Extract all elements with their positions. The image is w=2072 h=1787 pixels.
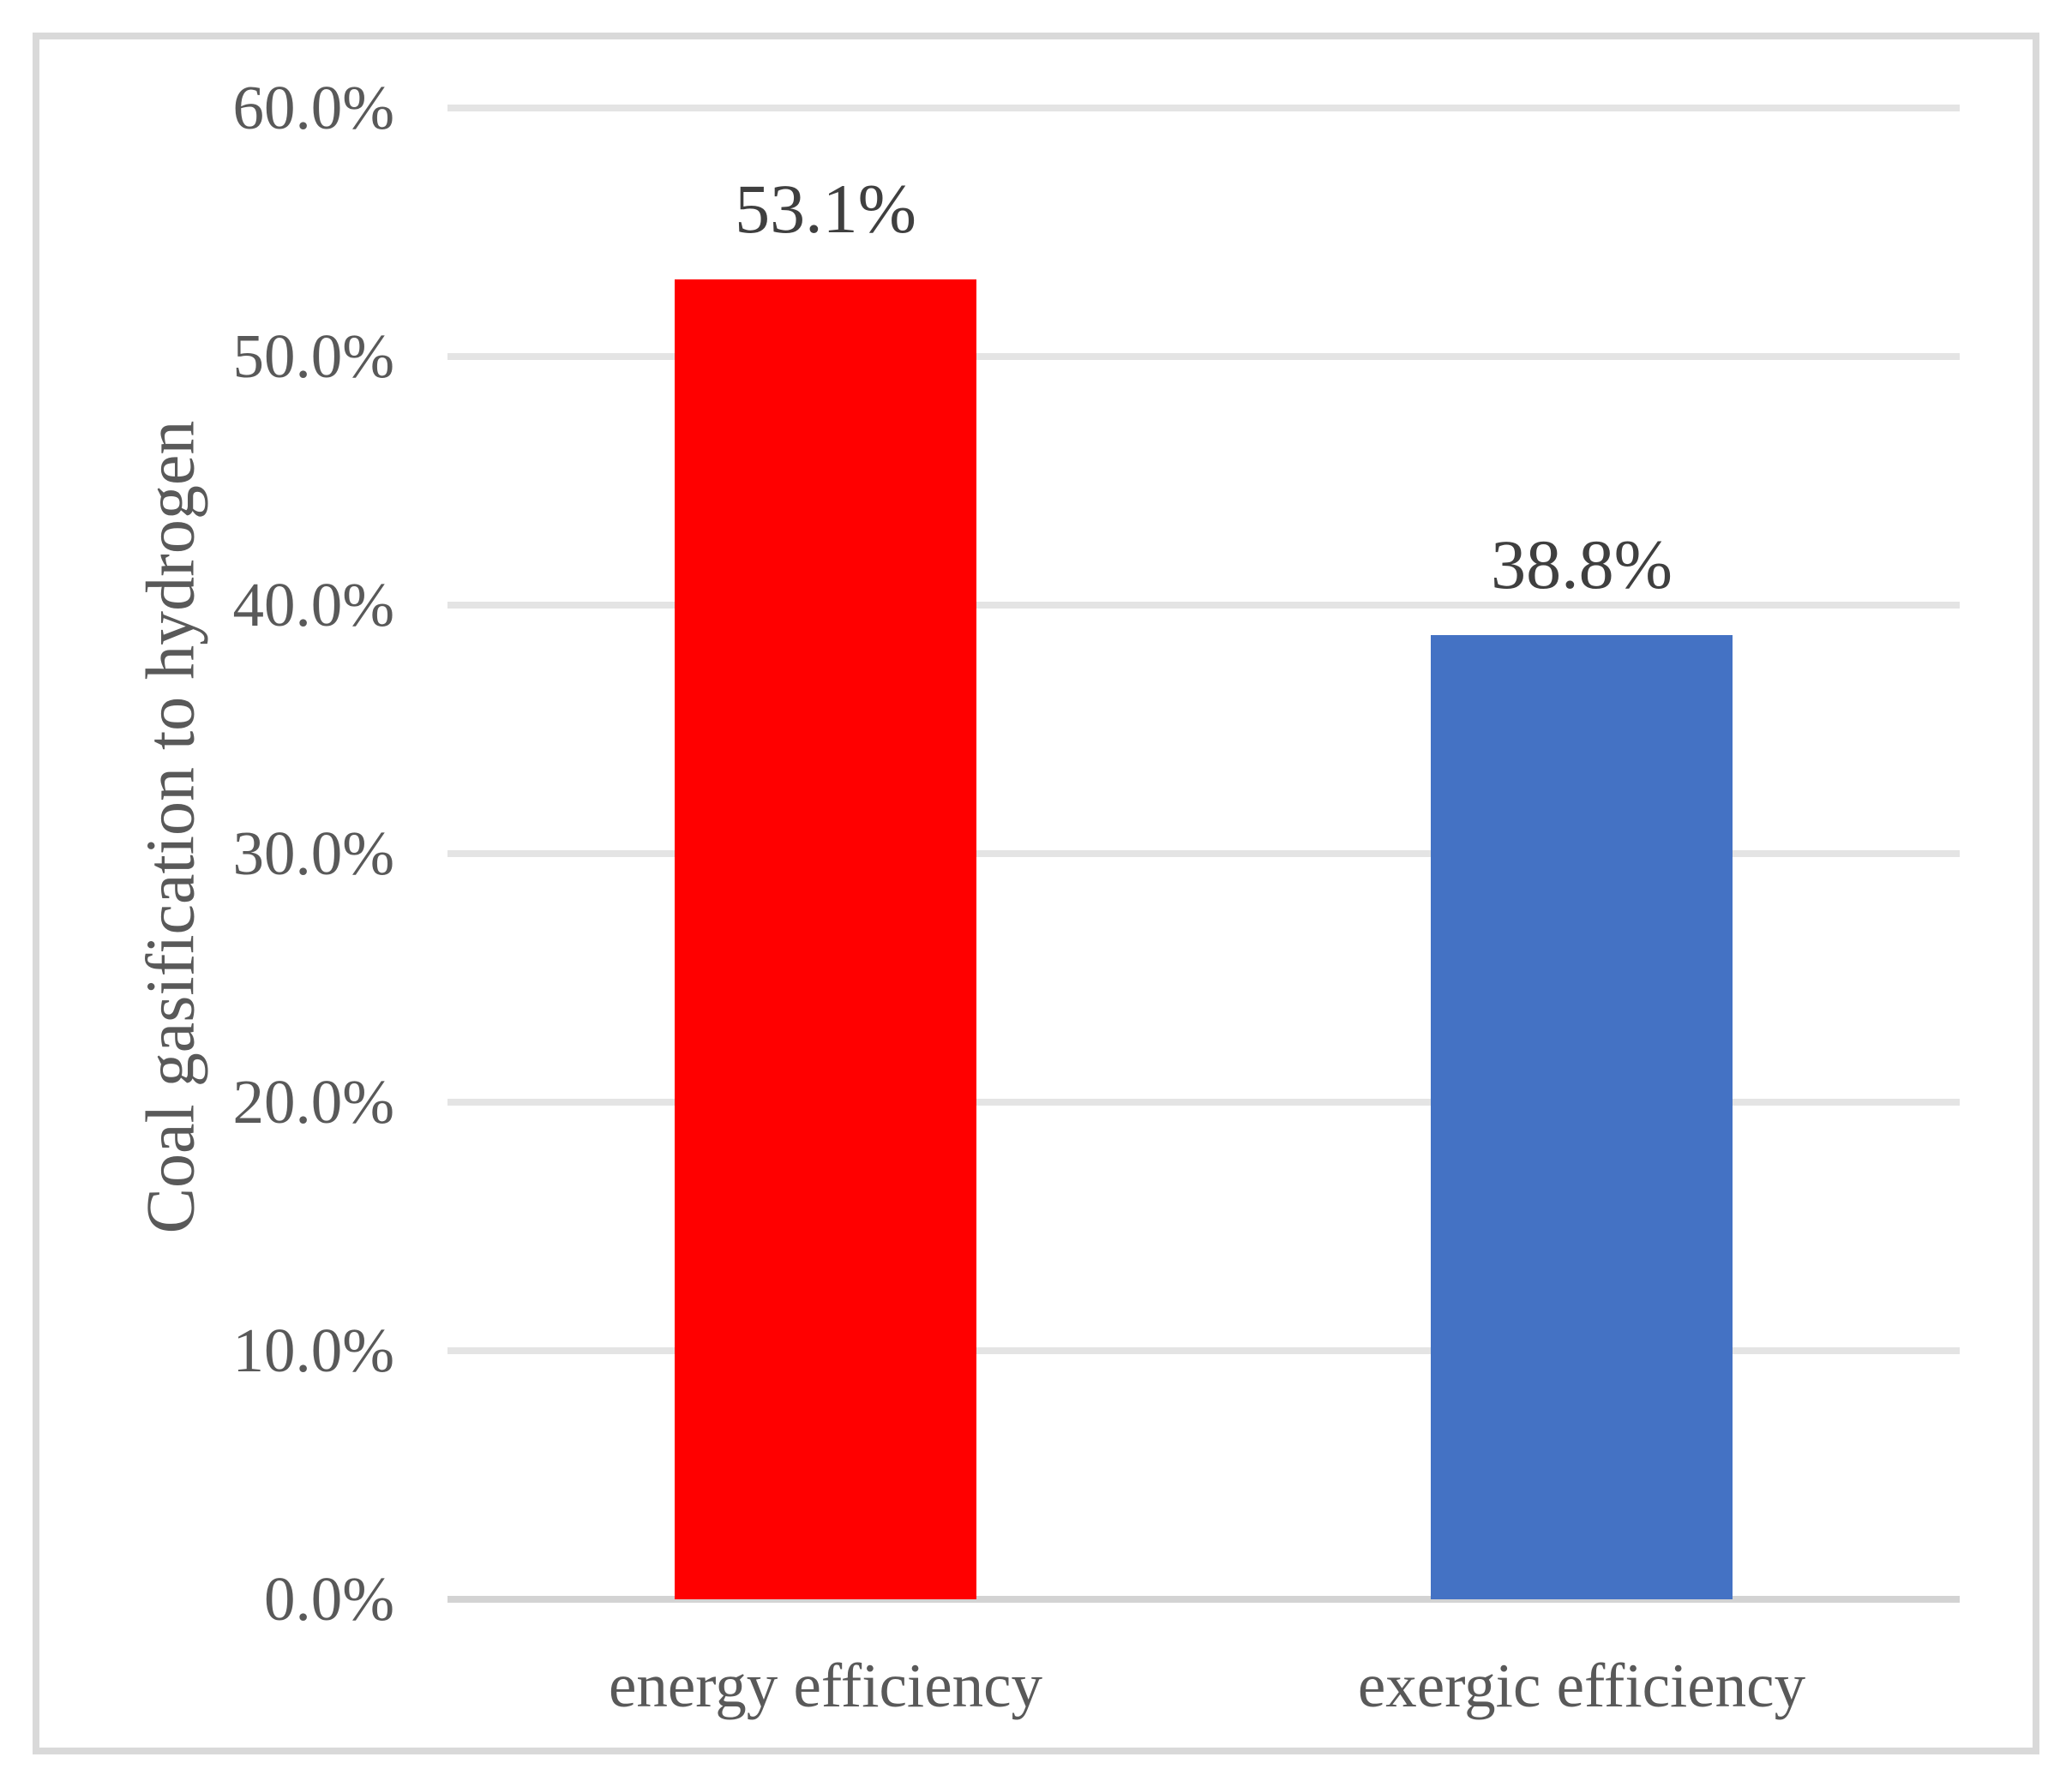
y-tick-label-10pct: 10.0% [232, 1316, 394, 1385]
x-axis-line [447, 1596, 1960, 1603]
gridline-30pct [447, 850, 1960, 857]
category-label-energy-efficiency: energy efficiency [608, 1651, 1042, 1720]
y-tick-label-40pct: 40.0% [232, 570, 394, 639]
plot-area [447, 105, 1960, 1603]
gridline-40pct [447, 602, 1960, 609]
gridline-10pct [447, 1347, 1960, 1354]
chart-border [33, 33, 2039, 1754]
gridline-20pct [447, 1099, 1960, 1106]
y-tick-label-20pct: 20.0% [232, 1067, 394, 1136]
y-tick-label-60pct: 60.0% [232, 73, 394, 142]
gridline-60pct [447, 105, 1960, 111]
y-tick-label-0pct: 0.0% [263, 1564, 394, 1634]
bar-energy-efficiency [675, 279, 976, 1599]
bar-exergic-efficiency [1431, 634, 1733, 1599]
gridline-50pct [447, 353, 1960, 360]
category-label-exergic-efficiency: exergic efficiency [1357, 1651, 1806, 1720]
data-label-energy-efficiency: 53.1% [735, 170, 916, 249]
y-tick-label-50pct: 50.0% [232, 321, 394, 391]
y-tick-label-30pct: 30.0% [232, 819, 394, 888]
data-label-exergic-efficiency: 38.8% [1491, 525, 1673, 603]
